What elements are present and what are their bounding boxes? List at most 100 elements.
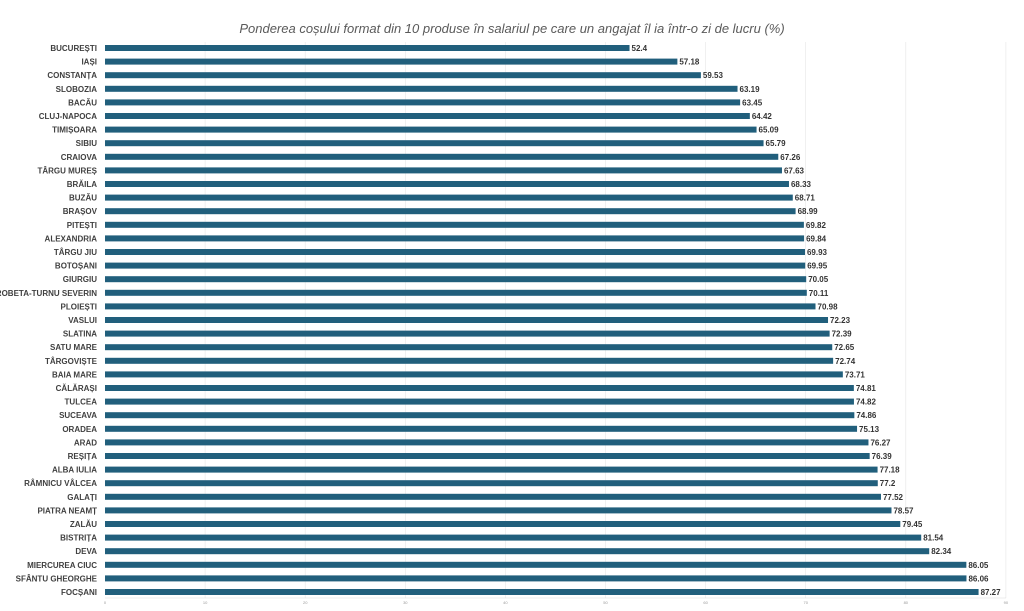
bar	[105, 45, 630, 51]
bar	[105, 58, 678, 65]
bar	[105, 589, 979, 595]
data-label: 73.71	[845, 370, 866, 379]
bar	[105, 85, 738, 92]
category-label: BISTRIȚA	[60, 534, 97, 543]
data-label: 68.71	[795, 194, 816, 203]
category-label: TULCEA	[65, 398, 98, 407]
category-label: IAȘI	[81, 58, 97, 67]
data-label: 81.54	[923, 534, 944, 543]
data-label: 72.74	[835, 357, 856, 366]
data-label: 82.34	[931, 547, 952, 556]
category-label: BUZĂU	[69, 194, 97, 203]
category-label: DROBETA-TURNU SEVERIN	[0, 289, 97, 298]
bar	[105, 153, 779, 160]
category-label: DEVA	[75, 547, 97, 556]
data-label: 65.79	[766, 139, 787, 148]
data-label: 74.86	[856, 411, 877, 420]
data-label: 86.05	[968, 561, 989, 570]
data-label: 77.18	[880, 466, 901, 475]
bar	[105, 140, 764, 147]
bar	[105, 289, 807, 296]
data-label: 76.27	[870, 438, 891, 447]
bar	[105, 181, 789, 187]
category-label: TÂRGU JIU	[54, 248, 97, 257]
category-label: BOTOȘANI	[55, 262, 97, 271]
bar	[105, 276, 807, 283]
category-label: ALEXANDRIA	[45, 234, 98, 243]
data-label: 68.99	[798, 207, 819, 216]
bar	[105, 330, 830, 337]
bar	[105, 521, 901, 527]
category-label: SLATINA	[63, 330, 97, 339]
bar	[105, 371, 843, 378]
category-label: PLOIEȘTI	[61, 302, 97, 311]
bar	[105, 507, 892, 514]
bar	[105, 425, 858, 432]
data-label: 77.52	[883, 493, 904, 502]
data-label: 75.13	[859, 425, 880, 434]
x-tick-label: 20	[303, 600, 308, 605]
bar	[105, 317, 829, 323]
x-tick-label: 0	[104, 600, 107, 605]
data-label: 69.93	[807, 248, 828, 257]
bar	[105, 303, 816, 310]
x-axis-ticks: 0 10 20 30 40 50 60 70 80 90	[104, 600, 1009, 605]
data-label: 64.42	[752, 112, 773, 121]
data-label: 78.57	[893, 506, 914, 515]
category-label: GIURGIU	[63, 275, 97, 284]
x-tick-label: 60	[703, 600, 708, 605]
data-label: 77.2	[880, 479, 896, 488]
data-label: 65.09	[759, 126, 780, 135]
category-label: ALBA IULIA	[52, 466, 97, 475]
bar	[105, 126, 757, 133]
bar	[105, 262, 806, 269]
data-label: 67.26	[780, 153, 801, 162]
data-label: 74.81	[856, 384, 877, 393]
bar	[105, 466, 878, 473]
category-label: ARAD	[74, 438, 97, 447]
bar	[105, 493, 881, 500]
data-label: 87.27	[981, 588, 1002, 597]
category-label: SIBIU	[76, 139, 98, 148]
category-label: RÂMNICU VÂLCEA	[24, 479, 97, 488]
category-label: TÂRGOVIȘTE	[45, 357, 98, 366]
x-tick-label: 50	[603, 600, 608, 605]
bar	[105, 575, 967, 582]
category-label: CLUJ-NAPOCA	[39, 112, 97, 121]
category-label: BACĂU	[68, 98, 97, 107]
data-label: 70.05	[808, 275, 829, 284]
bar	[105, 357, 834, 364]
data-label: 70.11	[809, 289, 829, 298]
category-label: PIATRA NEAMȚ	[37, 506, 97, 515]
x-tick-label: 10	[203, 600, 208, 605]
category-label: SUCEAVA	[59, 411, 97, 420]
bar	[105, 398, 854, 405]
bar	[105, 72, 701, 79]
category-label: PITEȘTI	[67, 221, 97, 230]
category-label: REȘIȚA	[68, 452, 98, 461]
bar	[105, 561, 967, 568]
category-label: CĂLĂRAȘI	[56, 384, 97, 393]
category-label: SATU MARE	[50, 343, 98, 352]
data-label: 69.95	[807, 262, 828, 271]
data-label: 69.84	[806, 234, 827, 243]
data-label: 70.98	[818, 302, 839, 311]
x-tick-label: 40	[503, 600, 508, 605]
x-tick-label: 30	[403, 600, 408, 605]
data-label: 74.82	[856, 398, 877, 407]
category-label: ZALĂU	[70, 520, 97, 529]
data-label: 63.45	[742, 98, 763, 107]
bar	[105, 439, 869, 446]
category-label: BRĂILA	[67, 180, 97, 189]
category-label: GALAȚI	[67, 493, 97, 502]
data-label: 59.53	[703, 71, 724, 80]
data-label: 72.23	[830, 316, 851, 325]
bar	[105, 99, 741, 106]
category-label: TÂRGU MUREȘ	[37, 166, 97, 175]
bar	[105, 167, 782, 174]
bar	[105, 385, 854, 391]
bar	[105, 208, 796, 215]
category-label: BAIA MARE	[52, 370, 98, 379]
